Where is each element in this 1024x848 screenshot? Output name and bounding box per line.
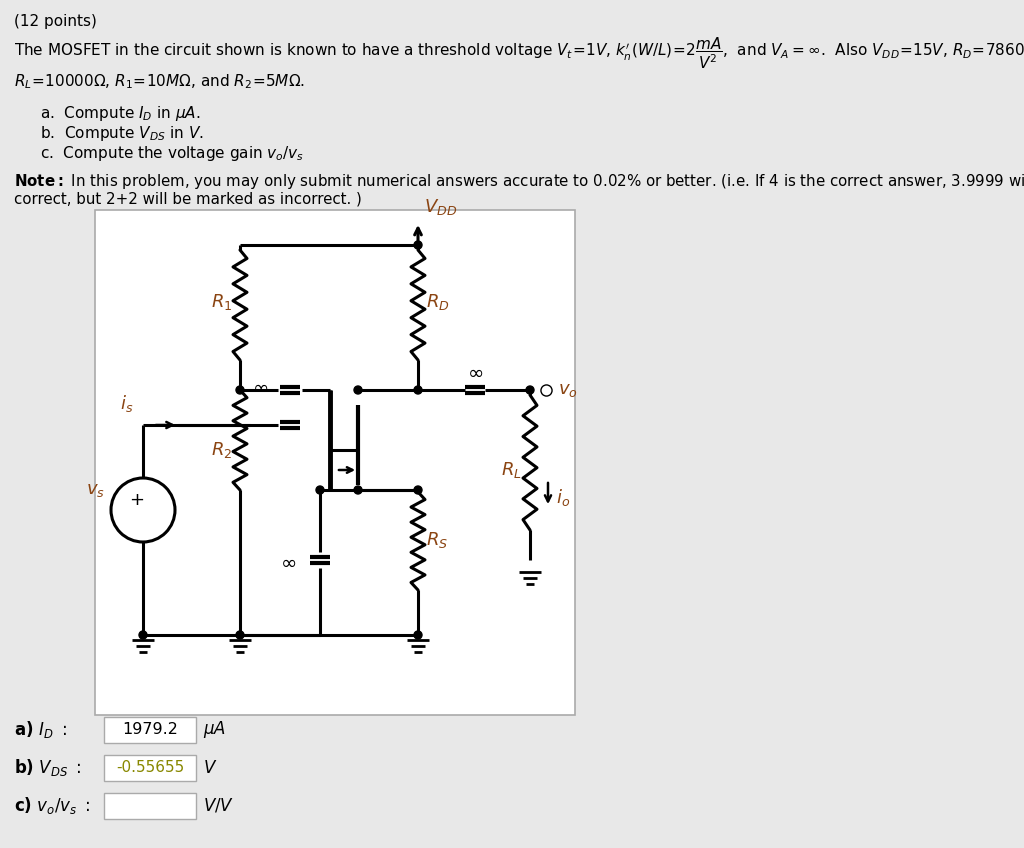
Circle shape xyxy=(354,386,362,394)
FancyBboxPatch shape xyxy=(104,793,196,819)
Text: correct, but 2+2 will be marked as incorrect. ): correct, but 2+2 will be marked as incor… xyxy=(14,192,361,207)
Text: $\mathbf{b)}\ V_{DS}\ :$: $\mathbf{b)}\ V_{DS}\ :$ xyxy=(14,757,82,778)
Circle shape xyxy=(526,386,534,394)
Text: -0.55655: -0.55655 xyxy=(116,761,184,776)
Text: $V$: $V$ xyxy=(203,759,217,777)
Circle shape xyxy=(139,631,147,639)
Text: $V/V$: $V/V$ xyxy=(203,797,234,815)
Text: $R_1$: $R_1$ xyxy=(211,292,232,312)
Circle shape xyxy=(236,631,244,639)
Text: $i_s$: $i_s$ xyxy=(120,393,133,414)
Circle shape xyxy=(414,631,422,639)
Circle shape xyxy=(414,486,422,494)
Bar xyxy=(95,210,575,715)
Text: $R_L\!=\!10000\Omega$, $R_1\!=\!10M\Omega$, and $R_2\!=\!5M\Omega$.: $R_L\!=\!10000\Omega$, $R_1\!=\!10M\Omeg… xyxy=(14,72,305,91)
Circle shape xyxy=(354,486,362,494)
Text: $\infty$: $\infty$ xyxy=(467,362,483,382)
Text: c.  Compute the voltage gain $v_o/v_s$: c. Compute the voltage gain $v_o/v_s$ xyxy=(40,144,304,163)
Text: $\mu A$: $\mu A$ xyxy=(203,719,226,740)
Text: $\infty$: $\infty$ xyxy=(280,553,296,572)
Text: $v_s$: $v_s$ xyxy=(86,481,105,499)
Text: $\mathbf{c)}\ v_o/v_s\ :$: $\mathbf{c)}\ v_o/v_s\ :$ xyxy=(14,795,91,817)
Text: 1979.2: 1979.2 xyxy=(122,722,178,738)
Text: $R_D$: $R_D$ xyxy=(426,292,450,312)
Text: The MOSFET in the circuit shown is known to have a threshold voltage $V_t\!=\!1V: The MOSFET in the circuit shown is known… xyxy=(14,36,1024,71)
Text: $\mathbf{Note:}$ In this problem, you may only submit numerical answers accurate: $\mathbf{Note:}$ In this problem, you ma… xyxy=(14,172,1024,191)
Text: $V_{DD}$: $V_{DD}$ xyxy=(424,197,457,217)
Text: $\mathbf{a)}\ I_D\ :$: $\mathbf{a)}\ I_D\ :$ xyxy=(14,719,67,740)
Circle shape xyxy=(414,386,422,394)
Text: $\infty$: $\infty$ xyxy=(252,377,268,397)
FancyBboxPatch shape xyxy=(104,717,196,743)
Text: $+$: $+$ xyxy=(129,491,144,509)
Text: $R_S$: $R_S$ xyxy=(426,530,449,550)
Text: b.  Compute $V_{DS}$ in $V$.: b. Compute $V_{DS}$ in $V$. xyxy=(40,124,204,143)
Circle shape xyxy=(236,386,244,394)
FancyBboxPatch shape xyxy=(104,755,196,781)
Text: $R_L$: $R_L$ xyxy=(501,460,522,480)
Text: $i_o$: $i_o$ xyxy=(556,487,570,507)
Text: $R_2$: $R_2$ xyxy=(211,440,232,460)
Text: a.  Compute $I_D$ in $\mu A$.: a. Compute $I_D$ in $\mu A$. xyxy=(40,104,201,123)
Circle shape xyxy=(316,486,324,494)
Circle shape xyxy=(414,241,422,249)
Text: $v_o$: $v_o$ xyxy=(558,381,578,399)
Text: (12 points): (12 points) xyxy=(14,14,97,29)
